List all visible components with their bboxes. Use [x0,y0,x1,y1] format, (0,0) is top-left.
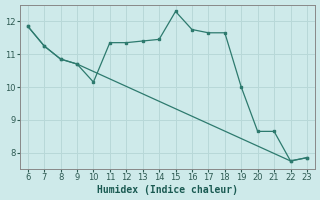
X-axis label: Humidex (Indice chaleur): Humidex (Indice chaleur) [97,185,238,195]
